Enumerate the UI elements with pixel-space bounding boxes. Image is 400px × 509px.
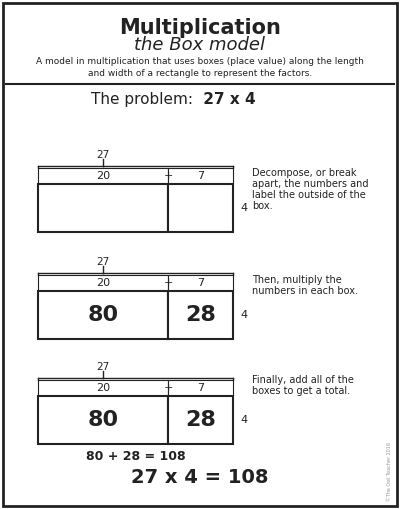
Bar: [168, 291, 233, 339]
Bar: [168, 275, 233, 291]
Text: 28: 28: [185, 410, 216, 430]
Text: 20: 20: [96, 171, 110, 181]
Bar: [38, 291, 168, 339]
Text: 80: 80: [88, 305, 118, 325]
Text: label the outside of the: label the outside of the: [252, 190, 366, 200]
Text: 27: 27: [96, 150, 110, 160]
Text: 4: 4: [240, 415, 247, 425]
Text: apart, the numbers and: apart, the numbers and: [252, 179, 368, 189]
Text: 7: 7: [197, 171, 204, 181]
Text: Then, multiply the: Then, multiply the: [252, 275, 342, 285]
Bar: [38, 184, 168, 232]
Text: 80 + 28 = 108: 80 + 28 = 108: [86, 450, 185, 463]
Text: 4: 4: [240, 203, 247, 213]
Text: 27: 27: [96, 257, 110, 267]
Bar: [168, 380, 233, 396]
Text: box.: box.: [252, 201, 273, 211]
Text: 80: 80: [88, 410, 118, 430]
Text: the Box model: the Box model: [134, 36, 266, 54]
Bar: [38, 380, 168, 396]
Text: 7: 7: [197, 278, 204, 288]
Text: 27: 27: [96, 362, 110, 372]
Text: numbers in each box.: numbers in each box.: [252, 286, 358, 296]
Text: 4: 4: [240, 310, 247, 320]
Bar: [168, 168, 233, 184]
Text: +: +: [163, 171, 173, 181]
Text: boxes to get a total.: boxes to get a total.: [252, 386, 350, 396]
Bar: [38, 275, 168, 291]
Text: 28: 28: [185, 305, 216, 325]
Text: 27 x 4 = 108: 27 x 4 = 108: [131, 468, 269, 487]
Text: 20: 20: [96, 383, 110, 393]
Text: 20: 20: [96, 278, 110, 288]
Text: 27 x 4: 27 x 4: [198, 92, 256, 107]
Bar: [38, 168, 168, 184]
Text: Finally, add all of the: Finally, add all of the: [252, 375, 354, 385]
Bar: [168, 184, 233, 232]
Text: Multiplication: Multiplication: [119, 18, 281, 38]
Text: ©The Owl Teacher 2016: ©The Owl Teacher 2016: [387, 442, 392, 501]
Text: Decompose, or break: Decompose, or break: [252, 168, 356, 178]
Text: +: +: [163, 278, 173, 288]
Bar: [38, 396, 168, 444]
Bar: [168, 396, 233, 444]
Text: +: +: [163, 383, 173, 393]
Text: The problem:: The problem:: [91, 92, 198, 107]
Text: A model in multiplication that uses boxes (place value) along the length
and wid: A model in multiplication that uses boxe…: [36, 57, 364, 78]
Text: 7: 7: [197, 383, 204, 393]
